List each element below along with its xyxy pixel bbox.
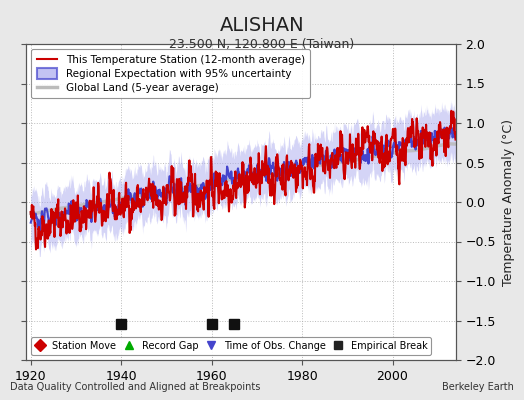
Text: Data Quality Controlled and Aligned at Breakpoints: Data Quality Controlled and Aligned at B… xyxy=(10,382,261,392)
Text: Berkeley Earth: Berkeley Earth xyxy=(442,382,514,392)
Text: ALISHAN: ALISHAN xyxy=(220,16,304,35)
Legend: Station Move, Record Gap, Time of Obs. Change, Empirical Break: Station Move, Record Gap, Time of Obs. C… xyxy=(31,337,431,355)
Text: 23.500 N, 120.800 E (Taiwan): 23.500 N, 120.800 E (Taiwan) xyxy=(169,38,355,51)
Y-axis label: Temperature Anomaly (°C): Temperature Anomaly (°C) xyxy=(501,118,515,286)
